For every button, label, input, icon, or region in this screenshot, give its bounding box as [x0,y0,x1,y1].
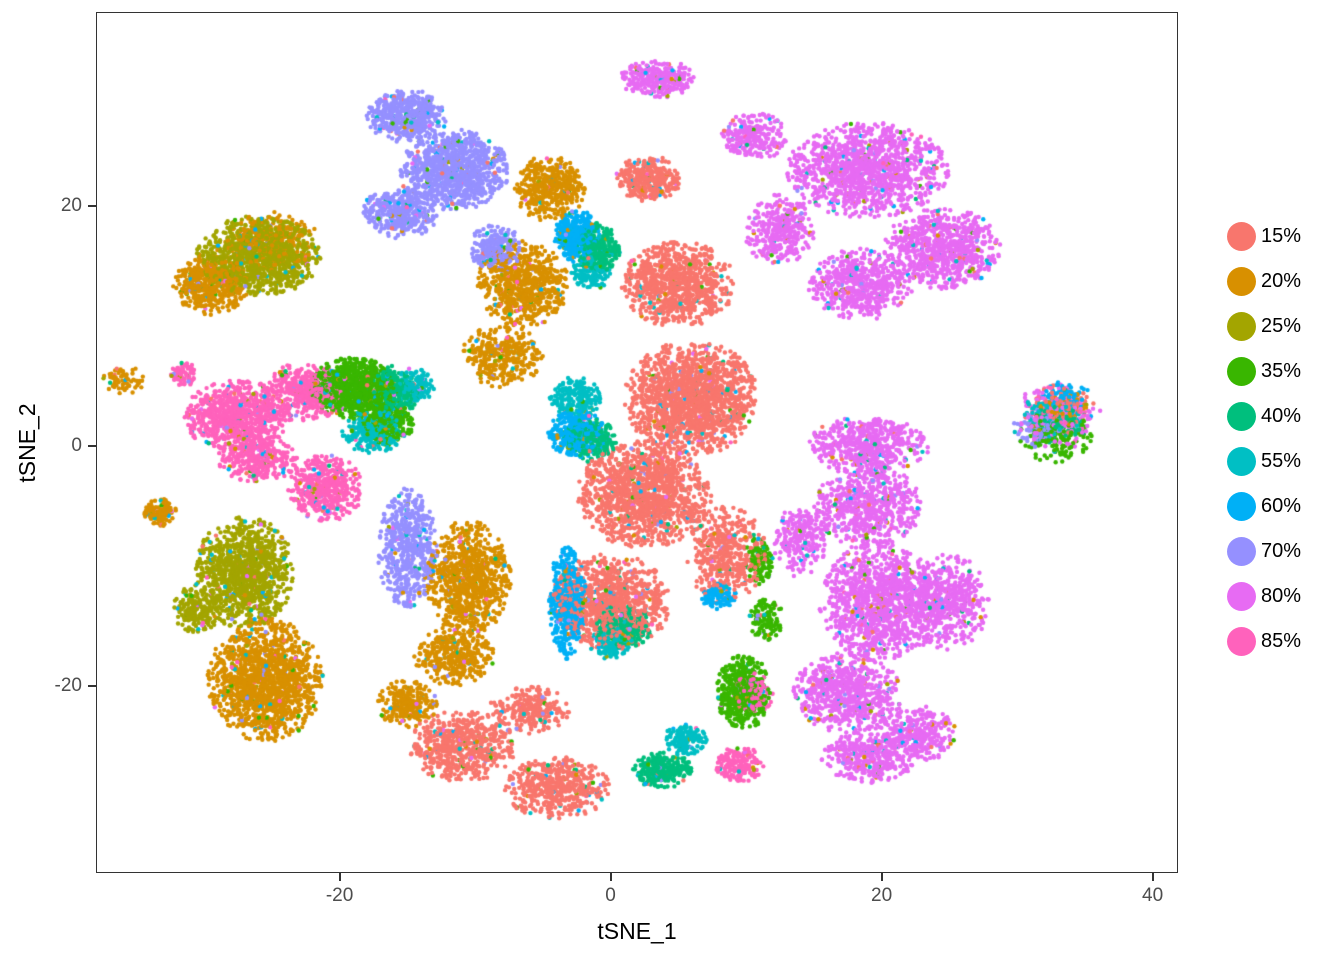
legend-item: 60% [1227,492,1301,521]
legend-item-label: 25% [1261,315,1302,337]
legend-item: 20% [1227,267,1301,296]
legend-item-label: 35% [1261,360,1302,382]
legend-item-label: 60% [1261,495,1302,517]
legend-key-circle [1227,267,1256,296]
x-axis-tick-label: 20 [871,885,893,906]
legend-key-circle [1227,447,1256,476]
legend-item: 70% [1227,537,1301,566]
x-axis-tick-label: 0 [605,885,616,906]
x-axis-title: tSNE_1 [597,918,677,944]
legend-item: 15% [1227,222,1301,251]
y-axis-tick-label: 20 [60,195,82,217]
legend-item-label: 55% [1261,450,1302,472]
legend-item-label: 40% [1261,405,1302,427]
x-axis-tick-mark [338,873,341,881]
y-axis-tick-label: 0 [71,435,82,457]
legend-key-circle [1227,537,1256,566]
legend-key-circle [1227,312,1256,341]
legend-key-circle [1227,582,1256,611]
legend-key-circle [1227,357,1256,386]
legend-item: 35% [1227,357,1301,386]
legend-item: 40% [1227,402,1301,431]
x-axis-tick-label: -20 [325,885,354,906]
y-axis-title: tSNE_2 [14,403,40,483]
x-axis-tick-mark [880,873,883,881]
legend: 15% 20% 25% 35% 40% 55% 60% 70% [1227,222,1301,672]
legend-item: 55% [1227,447,1301,476]
y-axis-tick-label: -20 [54,675,82,697]
legend-item-label: 80% [1261,585,1302,607]
scatter-canvas [97,13,1177,872]
legend-item: 85% [1227,627,1301,656]
x-axis-tick-mark [1151,873,1154,881]
legend-key-circle [1227,492,1256,521]
legend-item-label: 20% [1261,270,1302,292]
legend-key-circle [1227,402,1256,431]
legend-key-circle [1227,222,1256,251]
legend-key-circle [1227,627,1256,656]
legend-item-label: 70% [1261,540,1302,562]
legend-item-label: 15% [1261,225,1302,247]
legend-item-label: 85% [1261,630,1302,652]
y-axis-tick-mark [88,445,97,448]
y-axis-tick-mark [88,685,97,688]
x-axis-tick-label: 40 [1142,885,1164,906]
legend-item: 25% [1227,312,1301,341]
x-axis-tick-mark [609,873,612,881]
y-axis-tick-mark [88,205,97,208]
legend-item: 80% [1227,582,1301,611]
